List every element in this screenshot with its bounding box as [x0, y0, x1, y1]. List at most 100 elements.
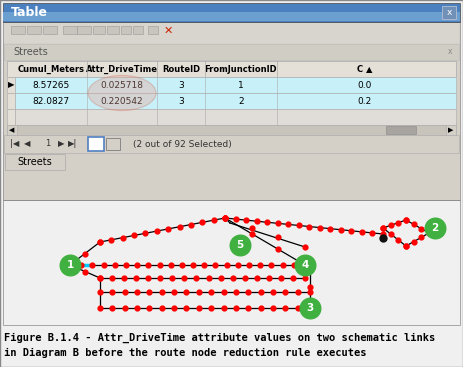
Text: 1: 1 [66, 260, 74, 270]
Text: ◀: ◀ [24, 139, 30, 149]
Point [66, 262, 74, 268]
Text: ▶: ▶ [58, 139, 64, 149]
Point [307, 289, 314, 295]
Point [348, 228, 355, 234]
Point [158, 289, 165, 295]
Point [119, 235, 126, 241]
Point [170, 289, 178, 295]
Point [122, 262, 130, 268]
Point [301, 262, 309, 268]
Bar [5, 154, 65, 170]
Text: Attr_DriveTime: Attr_DriveTime [86, 65, 158, 73]
Bar [88, 137, 104, 151]
Bar [11, 26, 25, 34]
Point [66, 262, 74, 268]
Bar [7, 109, 15, 125]
Point [221, 215, 229, 221]
Point [277, 275, 285, 281]
Point [379, 235, 387, 241]
Point [294, 305, 301, 311]
Point [394, 220, 402, 226]
Point [316, 225, 324, 230]
Point [274, 221, 282, 226]
Point [242, 217, 250, 223]
Point [189, 262, 197, 268]
Text: |◀: |◀ [10, 139, 20, 149]
Point [379, 225, 387, 231]
Bar [106, 138, 120, 150]
Point [121, 305, 128, 311]
Point [77, 262, 85, 268]
Bar [77, 26, 91, 34]
Text: ◀: ◀ [9, 127, 15, 133]
Point [306, 224, 313, 229]
Point [425, 230, 433, 236]
Text: Cumul_Meters: Cumul_Meters [18, 65, 85, 73]
Point [217, 275, 224, 281]
Bar [93, 26, 105, 34]
Point [108, 237, 115, 243]
Bar [7, 61, 456, 77]
Point [210, 217, 217, 223]
Point [245, 262, 253, 268]
Point [223, 262, 231, 268]
Point [379, 231, 387, 237]
Point [257, 305, 264, 311]
Point [304, 262, 311, 268]
Point [337, 227, 344, 233]
Point [432, 225, 439, 231]
Text: RouteID: RouteID [162, 65, 200, 73]
Point [387, 231, 394, 237]
Point [410, 221, 417, 227]
Text: 1: 1 [238, 80, 244, 90]
Point [100, 262, 107, 268]
Text: 2: 2 [432, 223, 438, 233]
Point [133, 262, 141, 268]
Point [96, 239, 104, 245]
Text: ▶|: ▶| [69, 139, 78, 149]
Point [294, 289, 301, 295]
Point [301, 244, 309, 250]
Point [142, 230, 149, 236]
Point [301, 262, 309, 268]
Point [96, 305, 104, 311]
Bar [15, 109, 456, 125]
Point [307, 284, 314, 290]
Point [207, 305, 215, 311]
Bar [442, 6, 456, 19]
Text: Streets: Streets [13, 47, 48, 57]
Point [425, 230, 433, 236]
Text: ✕: ✕ [163, 26, 173, 36]
Point [301, 262, 309, 268]
Text: (2 out of 92 Selected): (2 out of 92 Selected) [133, 139, 232, 149]
Text: x: x [448, 47, 452, 57]
Text: ▶: ▶ [8, 80, 14, 90]
Point [244, 305, 252, 311]
Point [133, 289, 141, 295]
Point [269, 289, 277, 295]
Point [170, 305, 178, 311]
Point [263, 219, 271, 225]
Point [146, 289, 153, 295]
Point [156, 262, 163, 268]
Point [133, 305, 141, 311]
Point [153, 228, 161, 234]
Point [183, 305, 190, 311]
Point [257, 289, 264, 295]
Point [120, 275, 128, 281]
Text: ▶: ▶ [448, 127, 454, 133]
Bar [7, 77, 15, 93]
Point [418, 226, 425, 232]
Text: 5: 5 [237, 240, 244, 250]
Bar [4, 135, 459, 153]
Point [181, 275, 188, 281]
Bar [7, 125, 456, 135]
Text: 0.025718: 0.025718 [100, 80, 144, 90]
Point [265, 275, 273, 281]
Text: Table: Table [11, 6, 48, 19]
Bar [133, 26, 143, 34]
Point [132, 275, 140, 281]
Text: 0.220542: 0.220542 [100, 97, 144, 105]
Text: 1: 1 [45, 139, 50, 149]
Bar [386, 126, 416, 134]
